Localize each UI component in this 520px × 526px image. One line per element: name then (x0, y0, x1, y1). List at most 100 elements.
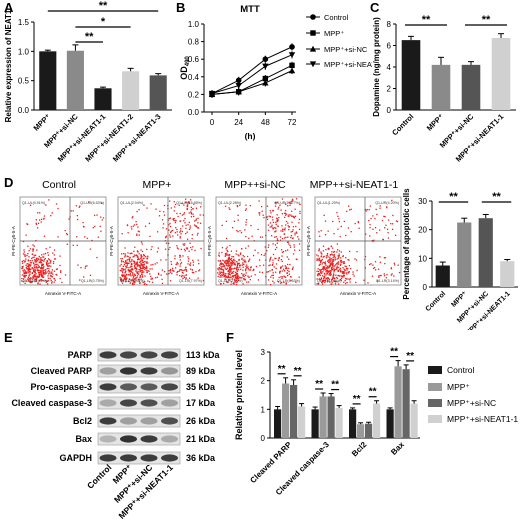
flow-event-dot (269, 264, 271, 266)
legend-label: Control (324, 13, 349, 22)
flow-event-dot (231, 264, 233, 266)
flow-event-dot (119, 269, 121, 272)
bar (500, 261, 515, 287)
flow-event-dot (290, 202, 292, 205)
flow-event-dot (156, 262, 158, 264)
flow-event-dot (41, 259, 43, 261)
flow-event-dot (132, 216, 134, 218)
category-label: Bcl2 (350, 440, 369, 459)
flow-event-dot (326, 252, 329, 255)
flow-event-dot (148, 281, 151, 283)
flow-event-dot (29, 248, 32, 250)
flow-event-dot (23, 275, 25, 278)
flow-event-dot (328, 274, 330, 276)
flow-event-dot (182, 272, 184, 274)
quadrant-ur-label: Q1-UR(16.77%) (274, 201, 300, 205)
flow-event-dot (391, 228, 394, 231)
flow-event-dot (26, 265, 28, 268)
flow-event-dot (140, 270, 143, 272)
flow-event-dot (143, 254, 145, 256)
flow-event-dot (140, 249, 142, 251)
bar (431, 64, 451, 110)
flow-event-dot (318, 278, 321, 280)
flow-event-dot (28, 272, 30, 274)
flow-event-dot (293, 246, 296, 248)
flow-event-dot (175, 263, 178, 265)
flow-event-dot (198, 262, 200, 265)
flow-event-dot (128, 260, 131, 262)
significance-label: ** (315, 379, 323, 390)
flow-event-dot (274, 226, 276, 229)
flow-event-dot (280, 267, 282, 269)
flow-event-dot (332, 247, 334, 249)
flow-event-dot (169, 222, 171, 225)
flow-event-dot (29, 260, 31, 262)
flow-event-dot (21, 277, 23, 280)
flow-event-dot (282, 251, 285, 253)
flow-event-dot (29, 204, 32, 206)
flow-event-dot (338, 220, 341, 223)
flow-event-dot (176, 271, 178, 274)
flow-event-dot (43, 253, 45, 255)
flow-event-dot (227, 270, 229, 273)
bar (282, 383, 290, 438)
flow-event-dot (47, 265, 49, 268)
flow-event-dot (222, 268, 224, 271)
flow-event-dot (188, 250, 190, 252)
flow-event-dot (287, 241, 289, 243)
flow-event-dot (236, 281, 238, 283)
flow-event-dot (220, 262, 223, 264)
flow-event-dot (32, 244, 34, 246)
flow-event-dot (242, 262, 244, 264)
flow-event-dot (130, 263, 133, 266)
panel-label-e: E (4, 330, 13, 345)
flow-event-dot (384, 262, 386, 265)
flow-event-dot (172, 235, 174, 237)
flow-event-dot (290, 201, 292, 203)
flow-event-dot (133, 224, 136, 226)
flow-event-dot (291, 268, 294, 270)
flow-event-dot (283, 237, 286, 239)
flow-event-dot (158, 215, 161, 217)
flow-event-dot (125, 277, 127, 279)
flow-event-dot (191, 234, 194, 236)
bar (435, 265, 450, 287)
flow-event-dot (130, 263, 133, 265)
flow-event-dot (326, 272, 328, 275)
flow-event-dot (34, 254, 37, 256)
flow-event-dot (165, 259, 167, 261)
flow-event-dot (268, 215, 270, 217)
flow-event-dot (328, 259, 330, 261)
flow-event-dot (324, 279, 327, 282)
flow-event-dot (236, 266, 238, 268)
flow-event-dot (322, 261, 324, 264)
flow-event-dot (146, 267, 148, 270)
flow-event-dot (146, 207, 148, 209)
flow-event-dot (327, 280, 329, 283)
flow-event-dot (40, 279, 42, 281)
flow-event-dot (239, 266, 241, 268)
flow-event-dot (295, 225, 297, 228)
flow-event-dot (231, 261, 233, 263)
flow-event-dot (39, 259, 41, 261)
flow-event-dot (35, 259, 37, 262)
flow-event-dot (228, 253, 231, 256)
flow-event-dot (147, 270, 149, 272)
flow-event-dot (197, 227, 200, 229)
significance-label: ** (85, 31, 94, 43)
flow-event-dot (53, 281, 55, 283)
flow-event-dot (290, 276, 292, 278)
flow-event-dot (133, 273, 136, 275)
flow-event-dot (374, 217, 376, 220)
y-tick-label: 0.0 (188, 108, 200, 117)
flow-event-dot (237, 268, 239, 271)
flow-event-dot (331, 266, 333, 269)
flow-event-dot (267, 279, 270, 281)
flow-event-dot (130, 275, 132, 277)
flow-event-dot (235, 267, 237, 270)
flow-event-dot (124, 270, 127, 272)
flow-event-dot (266, 205, 269, 207)
flow-event-dot (333, 269, 335, 272)
flow-event-dot (127, 232, 129, 234)
